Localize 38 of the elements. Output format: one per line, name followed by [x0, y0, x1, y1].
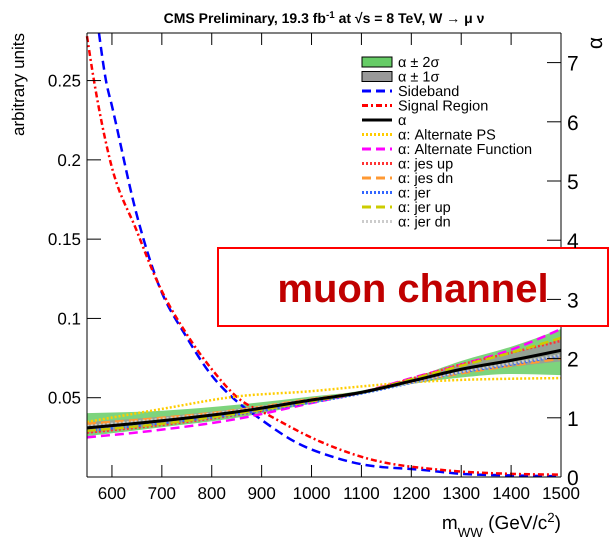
line-series: [86, 376, 562, 424]
y2-tick-label: 6: [567, 112, 579, 135]
x-tick-label: 1100: [343, 484, 380, 503]
y-tick-label: 0.15: [48, 230, 81, 250]
y-tick-label: 0.1: [57, 309, 81, 328]
x-tick-label: 1300: [442, 484, 480, 503]
legend-label: α ± 1σ: [398, 70, 440, 86]
legend-label: α: [398, 113, 406, 129]
legend-label: α: jer up: [398, 200, 451, 216]
y2-tick-label: 2: [567, 348, 579, 372]
legend-label: α ± 2σ: [398, 55, 440, 71]
y2-tick-label: 3: [567, 289, 579, 312]
legend-label: Signal Region: [398, 98, 488, 114]
y-tick-label: 0.2: [57, 150, 81, 170]
x-tick-label: 700: [148, 484, 176, 503]
x-tick-label: 600: [98, 484, 126, 503]
legend-label: α: Alternate PS: [398, 128, 496, 144]
x-axis-title: m$_{WW}$ (GeV/c$^{2}$): [442, 510, 561, 539]
y-axis-title: arbitrary units: [9, 33, 28, 136]
y2-axis-title: α: [584, 37, 607, 50]
x-tick-label: 1200: [392, 484, 430, 503]
y-tick-label: 0.05: [48, 388, 81, 408]
y2-tick-label: 1: [567, 408, 579, 431]
legend-label: α: Alternate Function: [398, 142, 532, 158]
y2-tick-label: 7: [567, 52, 579, 76]
annotation: muon channel: [277, 267, 549, 311]
chart-title: CMS Preliminary, 19.3 fb$^{-1}$ at √s = 8 TeV, W → μ ν: [164, 10, 485, 26]
x-tick-label: 800: [198, 484, 226, 503]
legend-label: Sideband: [398, 84, 460, 100]
legend-label: α: jer dn: [398, 214, 451, 230]
legend-label: α: jes up: [398, 156, 454, 172]
legend-label: α: jes dn: [398, 171, 454, 187]
x-tick-label: 900: [247, 484, 276, 503]
legend-label: α: jer: [398, 186, 431, 202]
y2-tick-label: 5: [567, 171, 579, 194]
x-tick-label: 1400: [492, 484, 530, 503]
y-tick-label: 0.25: [48, 72, 81, 91]
x-tick-label: 1000: [292, 484, 330, 503]
